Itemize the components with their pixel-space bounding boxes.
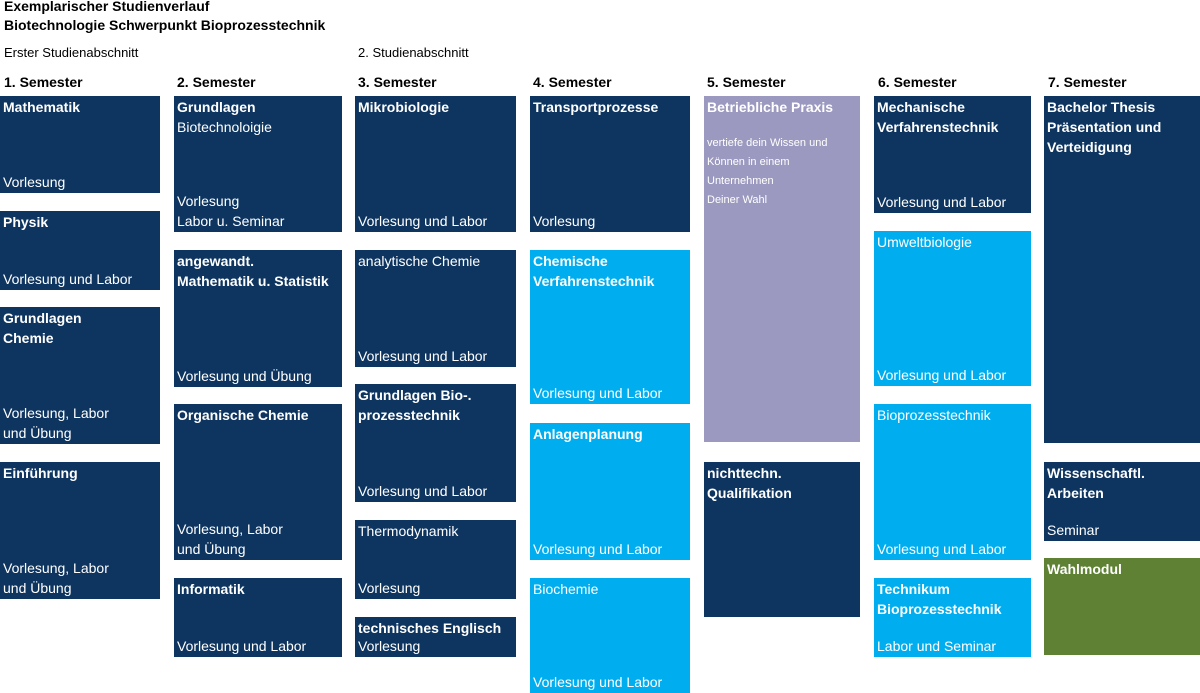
module-name: technisches Englisch bbox=[358, 620, 502, 636]
module-name: Thermodynamik bbox=[358, 523, 459, 539]
module-format: Vorlesung und Übung bbox=[177, 368, 312, 384]
module-format: Vorlesung und Labor bbox=[358, 348, 488, 364]
module-format: Vorlesung und Labor bbox=[533, 674, 663, 690]
module-name: Mechanische Verfahrenstechnik bbox=[877, 99, 999, 135]
module-format: Vorlesung und Labor bbox=[3, 271, 133, 287]
module-thermodynamik: Thermodynamik Vorlesung bbox=[355, 520, 516, 599]
page-title: Exemplarischer Studienverlauf bbox=[4, 0, 210, 14]
module-grundlagen-chemie: Grundlagen Chemie Vorlesung, Labor und Ü… bbox=[0, 307, 160, 444]
module-nichttechnische-qualifikation: nichttechn. Qualifikation bbox=[704, 462, 860, 617]
module-informatik: Informatik Vorlesung und Labor bbox=[174, 578, 342, 657]
module-name: Transportprozesse bbox=[533, 99, 659, 115]
semester-1-header: 1. Semester bbox=[4, 74, 83, 90]
module-name: Betriebliche Praxis bbox=[707, 99, 834, 115]
module-description: vertiefe dein Wissen und Können in einem… bbox=[707, 137, 828, 206]
semester-3-header: 3. Semester bbox=[358, 74, 437, 90]
module-format: Vorlesung und Labor bbox=[877, 194, 1007, 210]
module-name: Grundlagen Bio-. prozesstechnik bbox=[358, 387, 472, 423]
module-grundlagen-bioprozesstechnik: Grundlagen Bio-. prozesstechnik Vorlesun… bbox=[355, 384, 516, 502]
module-bioprozesstechnik: Bioprozesstechnik Vorlesung und Labor bbox=[874, 404, 1031, 560]
page-subtitle: Biotechnologie Schwerpunkt Bioprozesstec… bbox=[4, 17, 326, 33]
module-biochemie: Biochemie Vorlesung und Labor bbox=[530, 578, 690, 693]
module-grundlagen-biotechnologie: Grundlagen Biotechnoloigie Vorlesung Lab… bbox=[174, 96, 342, 232]
module-format: Vorlesung, Labor und Übung bbox=[177, 521, 283, 557]
module-angewandte-mathematik: angewandt. Mathematik u. Statistik Vorle… bbox=[174, 250, 342, 387]
section-first-label: Erster Studienabschnitt bbox=[4, 45, 139, 60]
module-format: Vorlesung und Labor bbox=[533, 385, 663, 401]
section-second-label: 2. Studienabschnitt bbox=[358, 45, 469, 60]
module-chemische-verfahrenstechnik: Chemische Verfahrenstechnik Vorlesung un… bbox=[530, 250, 690, 404]
module-name: Informatik bbox=[177, 581, 245, 597]
module-wissenschaftliches-arbeiten: Wissenschaftl. Arbeiten Seminar bbox=[1044, 462, 1200, 541]
module-name: Umweltbiologie bbox=[877, 234, 972, 250]
module-format: Vorlesung bbox=[533, 213, 596, 229]
semester-4-header: 4. Semester bbox=[533, 74, 612, 90]
module-bachelor-thesis: Bachelor Thesis Präsentation und Verteid… bbox=[1044, 96, 1200, 443]
module-format: Vorlesung bbox=[3, 174, 66, 190]
module-mechanische-verfahrenstechnik: Mechanische Verfahrenstechnik Vorlesung … bbox=[874, 96, 1031, 213]
semester-6-header: 6. Semester bbox=[878, 74, 957, 90]
module-name: Wahlmodul bbox=[1047, 561, 1122, 577]
module-transportprozesse: Transportprozesse Vorlesung bbox=[530, 96, 690, 232]
module-format: Vorlesung, Labor und Übung bbox=[3, 560, 109, 596]
module-name: Organische Chemie bbox=[177, 407, 309, 423]
module-name: Bioprozesstechnik bbox=[877, 407, 991, 423]
module-name: Einführung bbox=[3, 465, 78, 481]
module-name: Anlagenplanung bbox=[533, 426, 643, 442]
module-physik: Physik Vorlesung und Labor bbox=[0, 211, 160, 290]
module-format: Seminar bbox=[1047, 522, 1100, 538]
module-format: Vorlesung bbox=[358, 638, 421, 654]
module-mathematik: Mathematik Vorlesung bbox=[0, 96, 160, 193]
module-wahlmodul: Wahlmodul bbox=[1044, 558, 1200, 655]
module-format: Vorlesung, Labor und Übung bbox=[3, 405, 109, 441]
module-betriebliche-praxis: Betriebliche Praxis vertiefe dein Wissen… bbox=[704, 96, 860, 442]
module-name: Chemische Verfahrenstechnik bbox=[533, 253, 655, 289]
module-format: Vorlesung Labor u. Seminar bbox=[177, 193, 285, 229]
module-name: Wissenschaftl. Arbeiten bbox=[1047, 465, 1145, 501]
semester-7-header: 7. Semester bbox=[1048, 74, 1127, 90]
module-name: nichttechn. Qualifikation bbox=[707, 465, 792, 501]
module-format: Vorlesung und Labor bbox=[358, 213, 488, 229]
semester-2-header: 2. Semester bbox=[177, 74, 256, 90]
module-format: Vorlesung und Labor bbox=[877, 367, 1007, 383]
module-einfuehrung: Einführung Vorlesung, Labor und Übung bbox=[0, 462, 160, 599]
module-technikum-bioprozesstechnik: Technikum Bioprozesstechnik Labor und Se… bbox=[874, 578, 1031, 657]
semester-5-header: 5. Semester bbox=[707, 74, 786, 90]
module-umweltbiologie: Umweltbiologie Vorlesung und Labor bbox=[874, 231, 1031, 386]
module-name: Physik bbox=[3, 214, 49, 230]
module-format: Vorlesung und Labor bbox=[358, 483, 488, 499]
module-mikrobiologie: Mikrobiologie Vorlesung und Labor bbox=[355, 96, 516, 232]
module-name: angewandt. Mathematik u. Statistik bbox=[177, 253, 329, 289]
module-subtitle: Biotechnoloigie bbox=[177, 119, 272, 135]
module-format: Vorlesung und Labor bbox=[533, 541, 663, 557]
module-name: Grundlagen bbox=[177, 99, 256, 115]
module-format: Vorlesung und Labor bbox=[177, 638, 307, 654]
module-organische-chemie: Organische Chemie Vorlesung, Labor und Ü… bbox=[174, 404, 342, 560]
module-name: Biochemie bbox=[533, 581, 599, 597]
module-anlagenplanung: Anlagenplanung Vorlesung und Labor bbox=[530, 423, 690, 560]
module-name: Grundlagen Chemie bbox=[3, 310, 82, 346]
module-analytische-chemie: analytische Chemie Vorlesung und Labor bbox=[355, 250, 516, 367]
module-format: Vorlesung und Labor bbox=[877, 541, 1007, 557]
module-name: Mathematik bbox=[3, 99, 81, 115]
module-name: analytische Chemie bbox=[358, 253, 481, 269]
module-name: Technikum Bioprozesstechnik bbox=[877, 581, 1002, 617]
module-name: Mikrobiologie bbox=[358, 99, 449, 115]
module-name: Bachelor Thesis Präsentation und Verteid… bbox=[1047, 99, 1162, 155]
module-format: Vorlesung bbox=[358, 580, 421, 596]
module-format: Labor und Seminar bbox=[877, 638, 997, 654]
module-technisches-englisch: technisches Englisch Vorlesung bbox=[355, 617, 516, 657]
